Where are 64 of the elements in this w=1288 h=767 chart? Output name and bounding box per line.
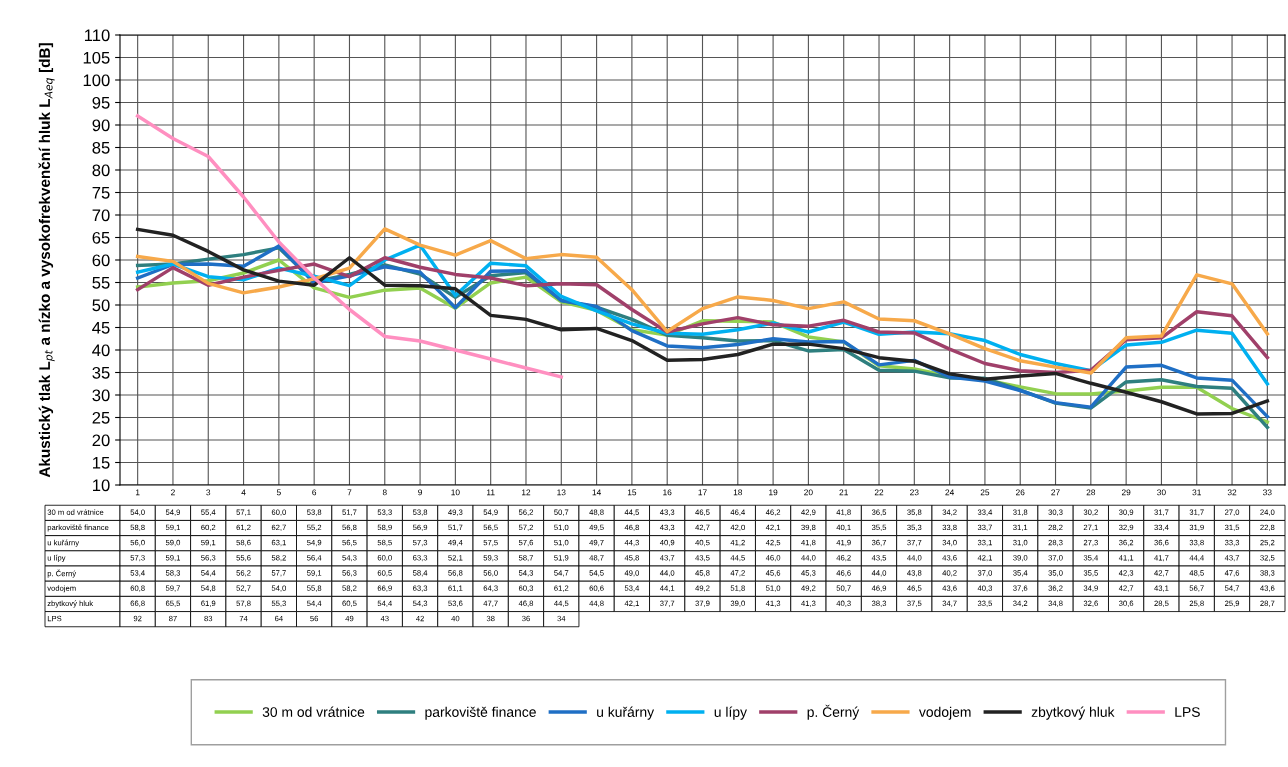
x-tick-label: 4 xyxy=(241,489,246,496)
x-tick-label: 18 xyxy=(733,489,743,496)
legend-label: vodojem xyxy=(918,706,971,720)
x-tick-label: 21 xyxy=(839,489,848,496)
x-tick-label: 28 xyxy=(1086,489,1096,496)
x-tick-label: 15 xyxy=(627,489,637,496)
x-tick-label: 24 xyxy=(945,489,955,496)
y-tick-label: 20 xyxy=(92,434,110,447)
x-tick-label: 25 xyxy=(980,489,990,496)
x-tick-label: 31 xyxy=(1192,489,1201,496)
x-tick-label: 1 xyxy=(135,489,140,496)
x-tick-label: 11 xyxy=(486,489,495,496)
legend-label: p. Černý xyxy=(807,704,860,720)
y-tick-label: 85 xyxy=(92,141,110,154)
x-tick-label: 27 xyxy=(1051,489,1060,496)
y-tick-label: 15 xyxy=(93,457,110,469)
x-tick-label: 6 xyxy=(312,489,317,496)
x-tick-label: 7 xyxy=(347,489,352,496)
line-series xyxy=(135,114,564,379)
y-tick-label: 45 xyxy=(92,322,110,334)
y-tick-label: 105 xyxy=(83,51,110,64)
y-tick-label: 30 xyxy=(92,389,110,402)
y-tick-label: 75 xyxy=(92,187,110,199)
x-tick-label: 23 xyxy=(910,489,919,496)
x-tick-label: 10 xyxy=(451,489,460,496)
y-tick-label: 110 xyxy=(84,29,110,42)
x-tick-label: 30 xyxy=(1157,489,1166,496)
x-tick-label: 14 xyxy=(592,489,601,496)
y-tick-label: 55 xyxy=(92,277,110,289)
legend-label: u kuřárny xyxy=(597,706,655,720)
x-tick-label: 5 xyxy=(276,489,281,496)
y-tick-label: 25 xyxy=(92,411,110,424)
legend-label: LPS xyxy=(1175,707,1200,717)
y-tick-label: 50 xyxy=(92,299,110,312)
line-series xyxy=(135,227,1270,375)
x-tick-label: 3 xyxy=(206,489,211,496)
y-tick-label: 60 xyxy=(92,254,110,267)
x-tick-label: 16 xyxy=(663,489,672,496)
x-tick-label: 8 xyxy=(382,489,387,496)
x-tick-label: 32 xyxy=(1227,489,1237,496)
legend-label: 30 m od vrátnice xyxy=(262,706,365,717)
x-tick-label: 29 xyxy=(1121,489,1131,496)
x-tick-label: 12 xyxy=(521,489,531,496)
y-axis-title: Akustický tlak L$_{pt}$ a nízko a vysokofrekvenční hluk L$_{Aeq}$ [dB] xyxy=(38,43,55,478)
x-tick-label: 22 xyxy=(874,489,884,496)
x-tick-label: 2 xyxy=(171,489,175,496)
x-tick-label: 19 xyxy=(769,489,778,496)
legend-label: zbytkový hluk xyxy=(1031,706,1115,720)
x-tick-label: 17 xyxy=(698,489,707,496)
x-tick-label: 13 xyxy=(557,489,566,496)
x-tick-label: 26 xyxy=(1016,489,1025,496)
y-tick-label: 65 xyxy=(92,231,110,244)
x-tick-label: 33 xyxy=(1263,489,1272,496)
y-tick-label: 90 xyxy=(92,119,110,132)
legend-label: u lípy xyxy=(714,706,747,720)
y-tick-label: 40 xyxy=(92,344,110,357)
y-tick-label: 70 xyxy=(92,209,110,222)
y-tick-label: 95 xyxy=(92,96,110,109)
y-tick-label: 80 xyxy=(92,164,110,177)
x-tick-label: 20 xyxy=(804,489,813,496)
y-tick-label: 35 xyxy=(92,366,110,379)
y-tick-label: 100 xyxy=(83,74,110,87)
x-tick-label: 9 xyxy=(418,489,422,496)
legend-label: parkoviště finance xyxy=(425,706,536,720)
